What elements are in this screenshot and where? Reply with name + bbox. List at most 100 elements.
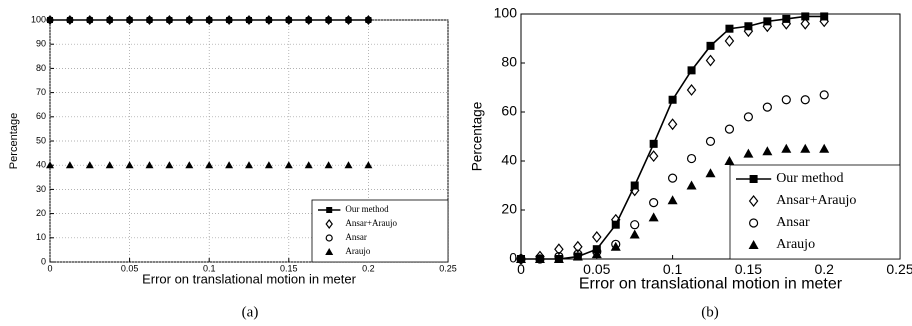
marker [743, 148, 754, 158]
marker [686, 153, 697, 164]
caption: (a) [242, 304, 259, 320]
marker [205, 15, 213, 25]
marker [85, 161, 94, 169]
x-tick-label: 0.2 [362, 264, 375, 274]
marker [592, 230, 602, 243]
y-tick-label: 0 [41, 256, 46, 266]
marker [165, 161, 174, 169]
legend-marker [748, 218, 759, 228]
marker [629, 229, 640, 239]
marker [706, 41, 715, 50]
marker [165, 15, 174, 25]
marker [800, 17, 811, 30]
marker [610, 241, 621, 251]
x-tick-label: 0.1 [663, 261, 683, 277]
marker [246, 17, 252, 23]
marker [126, 17, 133, 23]
marker [705, 168, 716, 178]
marker [687, 66, 696, 75]
marker [285, 17, 292, 23]
marker [629, 184, 640, 197]
marker [245, 15, 253, 25]
marker [165, 16, 173, 24]
marker [534, 254, 545, 263]
x-tick-label: 0.15 [735, 261, 762, 277]
marker [705, 136, 716, 146]
y-tick-label: 40 [36, 160, 46, 170]
marker [344, 16, 353, 24]
x-tick-label: 0 [517, 261, 525, 277]
marker [264, 161, 273, 169]
marker [762, 146, 773, 156]
marker [185, 16, 193, 24]
legend-box [729, 164, 901, 260]
y-tick-label: 70 [36, 87, 46, 97]
y-tick-label: 90 [36, 39, 46, 49]
marker [648, 212, 659, 222]
marker [86, 15, 94, 25]
marker [66, 15, 74, 25]
marker [725, 24, 734, 33]
x-axis-label: Error on translational motion in meter [579, 275, 843, 292]
legend-label: Ansar+Araujo [776, 193, 856, 208]
marker [324, 15, 333, 25]
y-tick-label: 60 [501, 103, 517, 119]
marker [649, 198, 659, 208]
y-tick-label: 80 [36, 63, 46, 73]
y-tick-label: 60 [36, 111, 46, 121]
y-axis-label: Percentage [8, 113, 20, 170]
marker [762, 20, 773, 33]
x-tick-label: 0.05 [121, 264, 139, 274]
marker [743, 112, 754, 122]
x-tick-label: 0.2 [814, 261, 834, 277]
marker [648, 150, 659, 163]
marker [324, 161, 333, 169]
marker [125, 15, 134, 25]
marker [226, 17, 233, 23]
marker [106, 17, 113, 23]
marker [668, 95, 677, 104]
marker [86, 16, 94, 24]
marker [186, 17, 193, 23]
x-tick-label: 0.15 [280, 264, 298, 274]
marker [86, 17, 93, 23]
legend-label: Our method [776, 171, 843, 186]
y-tick-label: 100 [494, 5, 518, 21]
marker [185, 161, 194, 169]
marker [364, 15, 373, 25]
marker [344, 161, 353, 169]
marker [516, 254, 526, 263]
marker [205, 16, 213, 24]
marker [185, 15, 194, 25]
marker [724, 124, 735, 134]
marker [304, 161, 313, 169]
legend-marker [748, 240, 759, 249]
legend-marker [748, 195, 759, 207]
marker [649, 139, 658, 148]
marker [305, 16, 313, 24]
marker [46, 15, 54, 25]
x-tick-label: 0.25 [886, 261, 912, 277]
marker [225, 16, 233, 24]
marker [105, 161, 114, 169]
y-tick-label: 20 [501, 201, 517, 217]
marker [801, 12, 810, 21]
marker [553, 254, 564, 263]
legend-marker [326, 207, 333, 213]
marker [285, 15, 293, 25]
legend-marker [325, 234, 333, 242]
marker [65, 161, 74, 169]
marker [66, 16, 74, 24]
legend-marker [749, 175, 758, 183]
marker [225, 161, 234, 169]
y-tick-label: 10 [36, 232, 46, 242]
marker [225, 15, 233, 25]
x-tick-label: 0.05 [583, 261, 610, 277]
legend-label: Ansar [776, 215, 810, 230]
marker [364, 161, 373, 169]
marker [686, 83, 697, 96]
marker [284, 161, 293, 169]
marker [325, 16, 333, 24]
marker [304, 15, 313, 25]
